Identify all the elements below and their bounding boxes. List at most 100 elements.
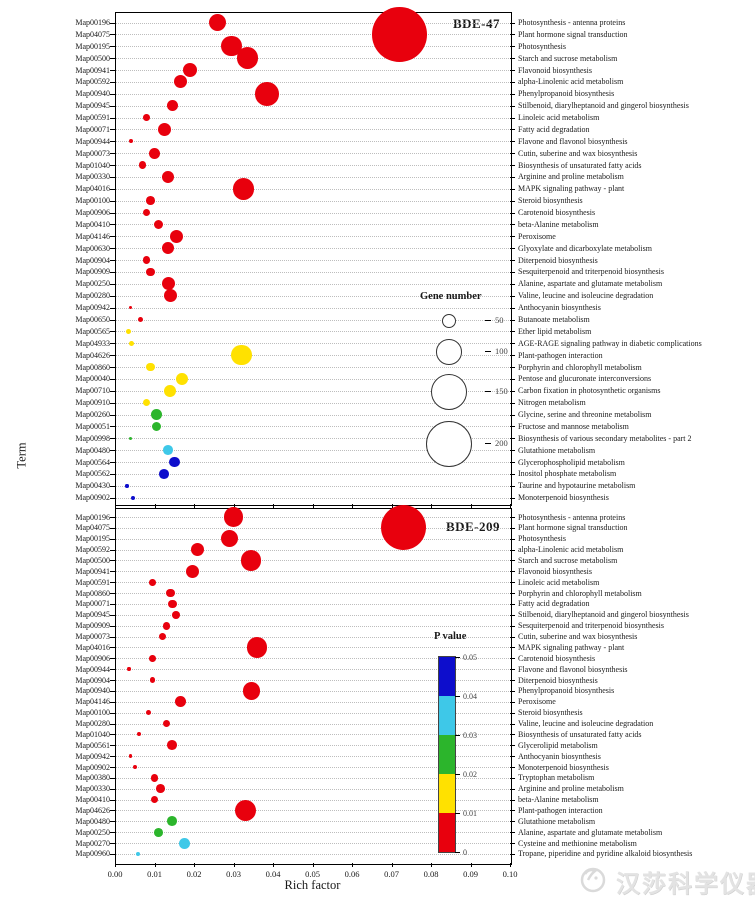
legend-gene-tick: [485, 391, 491, 392]
row-gridline: [116, 271, 509, 273]
y-tick-left: [110, 378, 115, 380]
map-id-label: Map00942: [75, 751, 110, 761]
map-id-label: Map00260: [75, 410, 110, 420]
pathway-label: Sesquiterpenoid and triterpenoid biosynt…: [518, 621, 664, 631]
y-tick-right: [510, 260, 515, 262]
data-bubble: [149, 677, 156, 683]
pathway-label: Glutathione metabolism: [518, 445, 596, 455]
y-tick-left: [110, 777, 115, 779]
data-bubble: [183, 62, 198, 78]
y-tick-right: [510, 832, 515, 834]
pathway-label: Monoterpenoid biosynthesis: [518, 493, 609, 503]
map-id-label: Map00909: [75, 267, 110, 277]
map-id-label: Map00944: [75, 664, 110, 674]
map-id-label: Map00904: [75, 255, 110, 265]
y-tick-right: [510, 560, 515, 562]
x-tick-label: 0.03: [226, 869, 241, 879]
y-tick-left: [110, 810, 115, 812]
data-bubble: [142, 256, 151, 264]
pathway-label: Starch and sucrose metabolism: [518, 555, 618, 565]
row-gridline: [116, 93, 509, 95]
row-gridline: [116, 58, 509, 60]
pvalue-tick: [455, 735, 460, 736]
x-axis-title: Rich factor: [284, 878, 341, 892]
y-tick-right: [510, 647, 515, 649]
row-gridline: [116, 549, 509, 551]
pathway-label: Plant-pathogen interaction: [518, 350, 603, 360]
pvalue-color-segment: [439, 774, 455, 813]
pathway-label: Flavonoid biosynthesis: [518, 566, 593, 576]
map-id-label: Map00196: [75, 512, 110, 522]
x-tick-label: 0.04: [265, 869, 281, 879]
map-id-label: Map00909: [75, 621, 110, 631]
y-tick-left: [110, 625, 115, 627]
y-tick-left: [110, 165, 115, 167]
y-tick-left: [110, 58, 115, 60]
row-gridline: [116, 485, 509, 487]
data-bubble: [154, 827, 163, 837]
map-id-label: Map00195: [75, 41, 110, 51]
row-gridline: [116, 307, 509, 309]
map-id-label: Map00906: [75, 208, 110, 218]
x-tick: [312, 863, 314, 867]
x-tick-label: 0.10: [502, 869, 518, 879]
y-tick-right: [510, 58, 515, 60]
row-gridline: [116, 70, 509, 72]
map-id-label: Map00630: [75, 243, 110, 253]
map-id-label: Map00906: [75, 653, 110, 663]
row-gridline: [116, 636, 509, 638]
data-bubble: [174, 696, 186, 708]
pvalue-tick-label: 0.02: [463, 770, 477, 779]
row-gridline: [116, 777, 509, 779]
row-gridline: [116, 690, 509, 692]
x-tick: [352, 863, 353, 867]
watermark-logo-icon: [580, 867, 606, 893]
row-gridline: [116, 390, 509, 392]
pvalue-tick-label: 0: [463, 848, 467, 857]
map-id-label: Map00250: [75, 827, 110, 837]
data-bubble: [191, 543, 205, 557]
data-bubble: [137, 316, 144, 323]
y-tick-left: [110, 582, 115, 584]
y-tick-left: [110, 614, 115, 616]
data-bubble: [185, 564, 199, 578]
y-tick-right: [510, 450, 515, 452]
y-tick-left: [110, 176, 115, 178]
map-id-label: Map00565: [75, 326, 110, 336]
data-bubble: [149, 655, 156, 662]
pvalue-tick: [455, 657, 460, 658]
pathway-label: Phenylpropanoid biosynthesis: [518, 89, 615, 99]
pathway-label: Diterpenoid biosynthesis: [518, 675, 598, 685]
y-tick-left: [110, 426, 115, 428]
y-tick-right: [510, 319, 515, 321]
map-id-label: Map00480: [75, 816, 110, 826]
x-tick-label: 0.01: [147, 869, 162, 879]
map-id-label: Map00940: [75, 686, 110, 696]
pvalue-tick-label: 0.04: [463, 692, 477, 701]
row-gridline: [116, 248, 509, 250]
y-tick-left: [110, 307, 115, 309]
x-tick: [391, 863, 393, 867]
y-tick-right: [510, 712, 515, 714]
data-bubble: [255, 81, 279, 106]
y-tick-left: [110, 367, 115, 369]
pathway-label: Fatty acid degradation: [518, 599, 590, 609]
y-tick-right: [510, 777, 515, 779]
map-id-label: Map00480: [75, 445, 110, 455]
map-id-label: Map00902: [75, 762, 110, 772]
y-tick-right: [510, 767, 515, 768]
pathway-label: Sesquiterpenoid and triterpenoid biosynt…: [518, 267, 664, 277]
map-id-label: Map00100: [75, 708, 110, 718]
y-tick-right: [510, 788, 515, 790]
y-tick-left: [110, 658, 115, 660]
row-gridline: [116, 625, 509, 627]
row-gridline: [116, 843, 509, 845]
row-gridline: [116, 712, 509, 714]
y-tick-right: [510, 176, 515, 178]
y-tick-left: [110, 821, 115, 823]
y-tick-left: [110, 527, 115, 529]
data-bubble: [167, 816, 178, 827]
y-tick-left: [110, 331, 115, 333]
x-tick: [470, 504, 472, 508]
